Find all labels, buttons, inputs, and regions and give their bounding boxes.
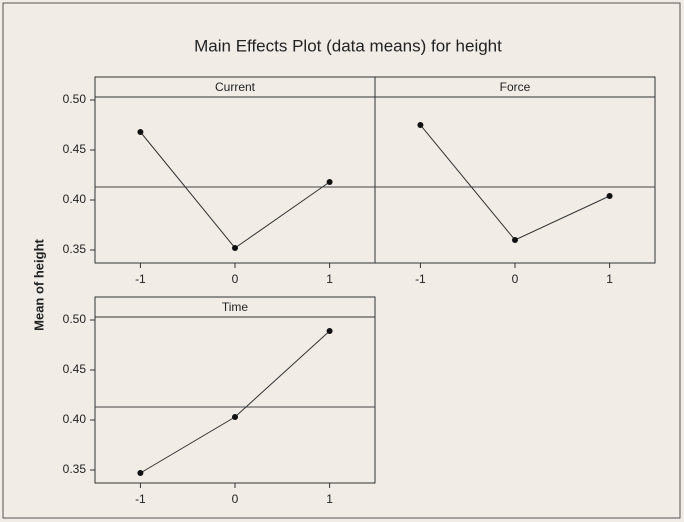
x-tick-label: -1 — [135, 272, 146, 286]
point — [326, 179, 333, 185]
point — [512, 237, 518, 243]
point — [606, 193, 613, 199]
y-tick-label: 0.50 — [63, 312, 87, 326]
x-tick-label: -1 — [135, 492, 146, 506]
plot-area — [94, 316, 376, 484]
y-tick-label: 0.45 — [63, 142, 87, 156]
y-tick-label: 0.35 — [63, 242, 87, 256]
strip-label: Current — [215, 80, 256, 94]
point — [232, 414, 238, 420]
point — [137, 470, 144, 476]
point — [137, 129, 144, 135]
y-tick-label: 0.40 — [63, 412, 87, 426]
x-tick-label: 0 — [232, 272, 239, 286]
x-tick-label: 0 — [512, 272, 519, 286]
plot-area — [94, 96, 376, 264]
point — [326, 328, 333, 334]
point — [417, 122, 424, 128]
x-tick-label: 1 — [606, 272, 613, 286]
y-tick-label: 0.40 — [63, 192, 87, 206]
strip-label: Force — [500, 80, 531, 94]
y-axis-label: Mean of height — [31, 238, 46, 330]
y-tick-label: 0.50 — [63, 92, 87, 106]
x-tick-label: 1 — [326, 492, 333, 506]
x-tick-label: -1 — [415, 272, 426, 286]
point — [232, 245, 238, 251]
x-tick-label: 1 — [326, 272, 333, 286]
y-tick-label: 0.45 — [63, 362, 87, 376]
strip-label: Time — [222, 300, 249, 314]
x-tick-label: 0 — [232, 492, 239, 506]
y-tick-label: 0.35 — [63, 462, 87, 476]
chart-title: Main Effects Plot (data means) for heigh… — [194, 36, 502, 55]
